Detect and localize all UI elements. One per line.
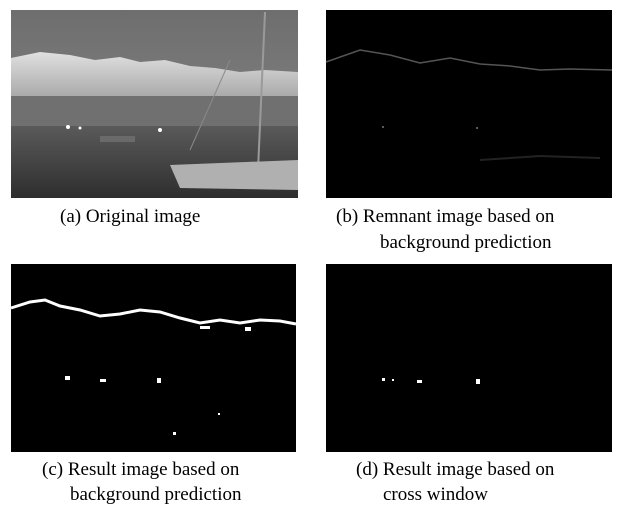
caption: background prediction bbox=[70, 484, 242, 505]
caption: (d) Result image based on bbox=[356, 459, 555, 480]
remnant-image bbox=[326, 10, 612, 198]
caption: background prediction bbox=[380, 232, 552, 253]
original-image bbox=[11, 10, 298, 198]
result-image-d bbox=[326, 264, 612, 452]
caption: (b) Remnant image based on bbox=[336, 206, 555, 227]
figure: (a) Original image (b) Remnant image bas… bbox=[0, 0, 617, 506]
result-image-c bbox=[11, 264, 296, 452]
caption: (c) Result image based on bbox=[42, 459, 240, 480]
caption: cross window bbox=[383, 484, 488, 505]
caption: (a) Original image bbox=[60, 206, 200, 227]
